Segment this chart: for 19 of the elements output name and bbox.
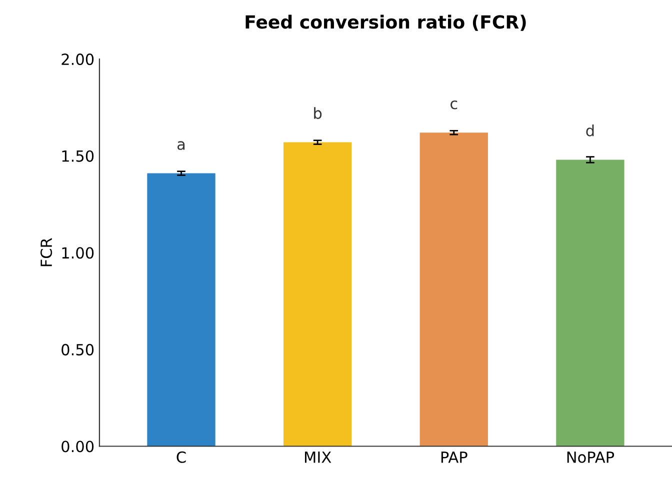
x-tick-label: NoPAP: [567, 452, 614, 463]
x-tick-label: C: [176, 451, 186, 463]
annotation: b: [314, 107, 322, 119]
annotation: a: [177, 141, 185, 150]
annotation: c: [450, 100, 458, 110]
bar: [420, 132, 488, 446]
bar: [147, 173, 216, 446]
y-tick-label: 0.50: [62, 344, 94, 356]
x-tick-label: MIX: [304, 452, 332, 463]
y-axis-title: FCR: [40, 238, 52, 266]
y-tick-label: 1.00: [62, 247, 94, 259]
y-tick-label: 2.00: [62, 54, 94, 66]
annotation: d: [586, 124, 594, 136]
bar: [283, 142, 352, 446]
chart-title: Feed conversion ratio (FCR): [246, 14, 526, 31]
bar: [556, 160, 624, 446]
x-tick-label: PAP: [441, 452, 468, 463]
y-tick-label: 0.00: [62, 440, 94, 452]
y-tick-label: 1.50: [62, 150, 94, 162]
